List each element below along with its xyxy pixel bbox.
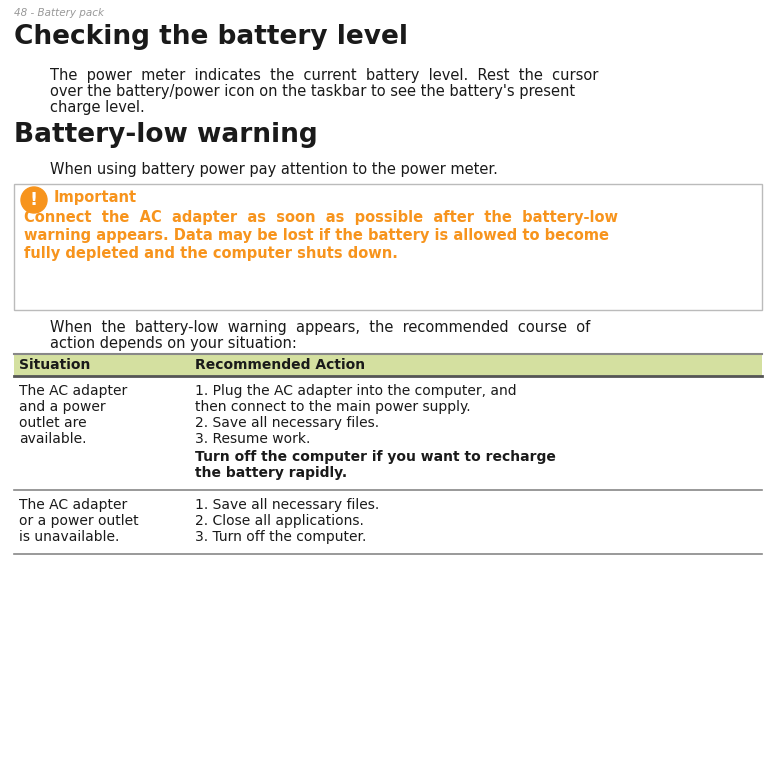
Text: the battery rapidly.: the battery rapidly. — [195, 466, 347, 480]
Text: When  the  battery-low  warning  appears,  the  recommended  course  of: When the battery-low warning appears, th… — [50, 320, 591, 335]
Text: outlet are: outlet are — [19, 416, 86, 430]
Text: is unavailable.: is unavailable. — [19, 530, 119, 544]
Text: fully depleted and the computer shuts down.: fully depleted and the computer shuts do… — [24, 246, 398, 261]
Text: warning appears. Data may be lost if the battery is allowed to become: warning appears. Data may be lost if the… — [24, 228, 609, 243]
Text: Connect  the  AC  adapter  as  soon  as  possible  after  the  battery-low: Connect the AC adapter as soon as possib… — [24, 210, 618, 225]
Text: 2. Save all necessary files.: 2. Save all necessary files. — [195, 416, 379, 430]
Text: 1. Save all necessary files.: 1. Save all necessary files. — [195, 498, 380, 512]
Text: action depends on your situation:: action depends on your situation: — [50, 336, 297, 351]
Text: The AC adapter: The AC adapter — [19, 498, 127, 512]
Text: !: ! — [30, 191, 38, 209]
Text: 3. Resume work.: 3. Resume work. — [195, 432, 310, 446]
Text: The AC adapter: The AC adapter — [19, 384, 127, 398]
Circle shape — [21, 187, 47, 213]
Text: Situation: Situation — [19, 358, 90, 372]
Text: Recommended Action: Recommended Action — [195, 358, 365, 372]
Text: 1. Plug the AC adapter into the computer, and: 1. Plug the AC adapter into the computer… — [195, 384, 517, 398]
Text: Battery-low warning: Battery-low warning — [14, 122, 318, 148]
Text: The  power  meter  indicates  the  current  battery  level.  Rest  the  cursor: The power meter indicates the current ba… — [50, 68, 598, 83]
Bar — [14, 184, 762, 310]
Text: or a power outlet: or a power outlet — [19, 514, 139, 528]
Text: over the battery/power icon on the taskbar to see the battery's present: over the battery/power icon on the taskb… — [50, 84, 575, 99]
Bar — [14, 354, 762, 376]
Text: available.: available. — [19, 432, 86, 446]
Text: Important: Important — [54, 190, 137, 205]
Text: Turn off the computer if you want to recharge: Turn off the computer if you want to rec… — [195, 450, 556, 464]
Text: and a power: and a power — [19, 400, 105, 414]
Text: 3. Turn off the computer.: 3. Turn off the computer. — [195, 530, 367, 544]
Text: then connect to the main power supply.: then connect to the main power supply. — [195, 400, 470, 414]
Text: When using battery power pay attention to the power meter.: When using battery power pay attention t… — [50, 162, 498, 177]
Text: 48 - Battery pack: 48 - Battery pack — [14, 8, 104, 18]
Text: 2. Close all applications.: 2. Close all applications. — [195, 514, 364, 528]
Text: Checking the battery level: Checking the battery level — [14, 24, 408, 50]
Text: charge level.: charge level. — [50, 100, 145, 115]
